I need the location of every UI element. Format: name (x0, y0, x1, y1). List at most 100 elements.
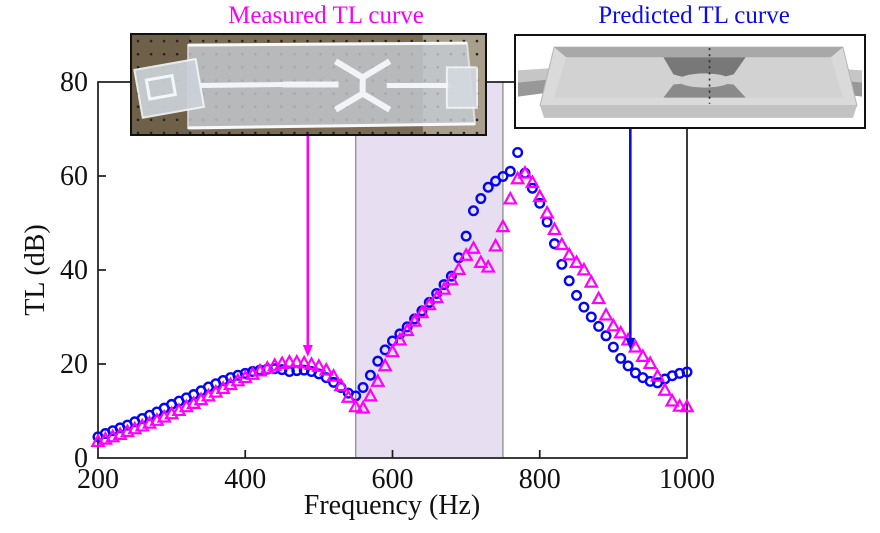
measured-series-title: Measured TL curve (228, 2, 424, 29)
plate-bottom-edge (188, 122, 475, 130)
measured-data-point (649, 367, 666, 382)
lower-y-junction (334, 90, 392, 113)
measured-data-point (333, 377, 349, 392)
predicted-series-title: Predicted TL curve (598, 2, 790, 29)
predicted-data-point (512, 146, 524, 158)
measured-data-point (436, 280, 452, 295)
predicted-data-point (357, 382, 369, 394)
measured-data-point (289, 353, 305, 368)
x-tick-label: 800 (519, 464, 561, 495)
waveguide-channel (200, 81, 283, 89)
measured-data-point (281, 353, 297, 368)
predicted-data-point (563, 275, 575, 287)
measured-data-point (524, 174, 540, 189)
predicted-data-point (585, 311, 597, 323)
measured-data-point (495, 218, 511, 233)
y-axis-label: TL (dB) (20, 224, 51, 316)
measured-data-point (370, 373, 386, 387)
measured-data-point (642, 355, 658, 370)
tray-back-wall (554, 47, 843, 58)
left-port-fixture (133, 57, 206, 119)
x-axis-label: Frequency (Hz) (303, 490, 481, 521)
measured-data-point (546, 221, 563, 236)
predicted-data-point (600, 330, 612, 342)
measured-data-point (465, 240, 482, 254)
measured-data-point (421, 296, 437, 311)
predicted-data-point (629, 367, 641, 379)
cad-model-art (516, 36, 864, 127)
predicted-data-point (607, 341, 619, 353)
measured-data-point (635, 348, 651, 362)
predicted-data-point (578, 301, 590, 313)
measured-data-point (296, 354, 312, 369)
measured-sample-photo-inset (130, 33, 487, 136)
measured-data-point (627, 338, 644, 353)
measured-data-point (598, 306, 614, 321)
measured-data-point (399, 322, 415, 337)
measured-data-point (392, 331, 408, 346)
measured-data-point (451, 261, 467, 276)
y-tick-label: 0 (74, 443, 88, 474)
measured-data-point (458, 247, 474, 261)
predicted-data-point (622, 360, 634, 372)
predicted-arrow-head (625, 337, 636, 350)
measured-data-point (554, 236, 570, 251)
predicted-data-point (497, 170, 509, 182)
measured-data-point (443, 271, 459, 286)
measured-data-point (303, 356, 320, 370)
measured-data-point (539, 204, 555, 219)
x-tick-label: 200 (77, 464, 119, 495)
predicted-data-point (556, 258, 568, 270)
sample-photo-art (132, 35, 485, 134)
predicted-data-point (490, 175, 502, 187)
measured-data-point (407, 312, 423, 327)
measured-data-point (532, 188, 548, 203)
predicted-data-point (504, 165, 516, 177)
measured-arrow-head (302, 344, 313, 357)
predicted-data-point (328, 376, 340, 388)
cavity-upper-wall (663, 57, 746, 81)
measured-data-point (326, 367, 342, 382)
measured-data-point (414, 304, 430, 319)
x-tick-label: 1000 (659, 464, 715, 495)
measured-data-point (318, 361, 334, 376)
predicted-data-point (467, 205, 479, 217)
measured-data-point (480, 258, 496, 273)
measured-data-point (517, 164, 533, 179)
cavity-lower-wall (663, 82, 746, 98)
predicted-data-point (526, 182, 538, 194)
measured-data-point (679, 398, 695, 413)
shaded-band (355, 82, 503, 458)
measured-data-point (340, 389, 356, 403)
cavity-lens (678, 73, 731, 88)
measured-data-point (362, 387, 378, 402)
predicted-data-point (364, 369, 376, 381)
y-tick-label: 40 (60, 255, 88, 286)
measured-data-point (576, 261, 592, 276)
measured-data-point (429, 289, 445, 304)
predicted-model-render-inset (514, 34, 866, 129)
predicted-data-point (541, 216, 553, 228)
measured-data-point (473, 254, 489, 268)
x-tick-label: 400 (224, 464, 266, 495)
predicted-data-point (571, 289, 583, 301)
measured-data-point (502, 190, 518, 205)
predicted-data-point (460, 230, 472, 242)
measured-data-point (348, 398, 364, 413)
measured-data-point (657, 382, 673, 396)
y-tick-label: 20 (60, 349, 88, 380)
plate-top-edge (188, 41, 467, 47)
measured-data-point (583, 273, 599, 288)
measured-data-point (311, 358, 327, 372)
measured-data-point (355, 399, 371, 414)
measured-data-point (664, 392, 680, 407)
y-tick-label: 60 (60, 161, 88, 192)
measured-data-point (561, 246, 577, 261)
y-tick-label: 80 (60, 67, 88, 98)
predicted-data-point (475, 193, 487, 205)
measured-data-point (569, 254, 585, 268)
measured-data-point (591, 290, 607, 305)
x-tick-label: 600 (372, 464, 414, 495)
right-port-fixture (445, 66, 478, 109)
